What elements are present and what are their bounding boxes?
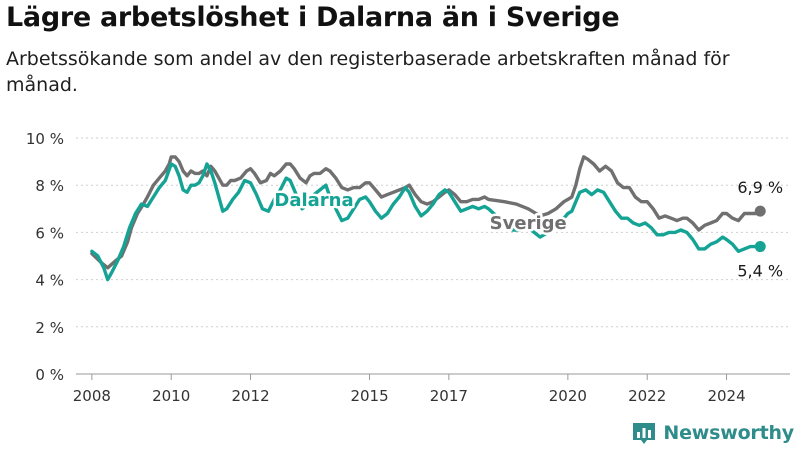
end-marker-dalarna	[754, 241, 766, 253]
x-tick-label: 2015	[350, 387, 388, 405]
x-tick-label: 2017	[430, 387, 468, 405]
y-tick-label: 6 %	[35, 224, 64, 242]
bar-chart-logo-icon	[633, 423, 656, 444]
y-tick-label: 0 %	[35, 366, 64, 384]
x-tick-label: 2012	[231, 387, 269, 405]
end-label-dalarna: 5,4 %	[737, 262, 783, 281]
x-tick-label: 2020	[549, 387, 587, 405]
brand-logo: Newsworthy	[631, 420, 794, 446]
series-line-dalarna	[90, 162, 762, 282]
y-tick-label: 2 %	[35, 319, 64, 337]
brand-name: Newsworthy	[663, 422, 794, 444]
x-tick-label: 2022	[628, 387, 666, 405]
end-marker-sverige	[754, 205, 766, 217]
series-label-dalarna: Dalarna	[274, 190, 353, 211]
series-line-sverige	[90, 155, 762, 270]
y-tick-label: 4 %	[35, 272, 64, 290]
chart-title: Lägre arbetslöshet i Dalarna än i Sverig…	[6, 2, 620, 33]
y-tick-label: 10 %	[26, 130, 64, 148]
series-label-sverige: Sverige	[490, 213, 567, 234]
y-tick-label: 8 %	[35, 177, 64, 195]
x-tick-label: 2008	[73, 387, 111, 405]
end-label-sverige: 6,9 %	[737, 178, 783, 197]
x-tick-label: 2024	[707, 387, 745, 405]
x-tick-label: 2010	[152, 387, 190, 405]
chart-subtitle: Arbetssökande som andel av den registerb…	[6, 48, 730, 96]
